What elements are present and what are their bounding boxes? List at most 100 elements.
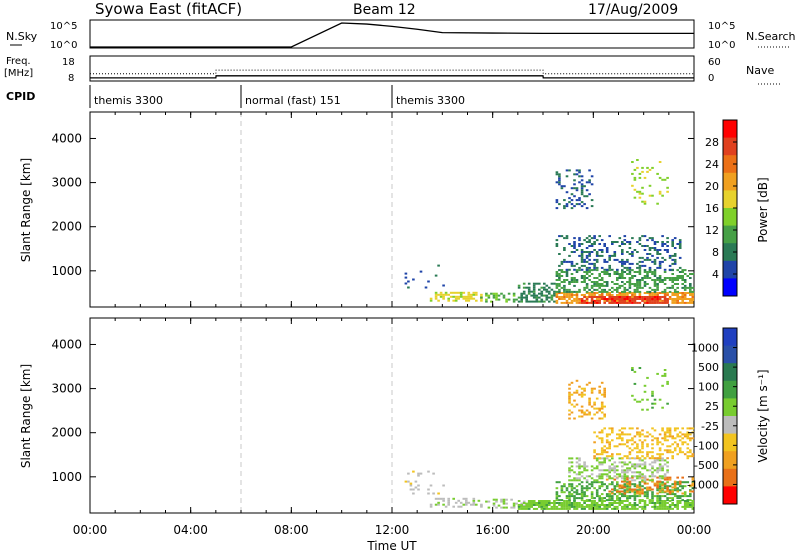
velocity-cell bbox=[668, 507, 672, 510]
velocity-cell bbox=[676, 487, 679, 490]
power-cell bbox=[641, 170, 644, 173]
power-cell bbox=[658, 176, 662, 179]
velocity-cell bbox=[663, 487, 667, 490]
velocity-cell bbox=[631, 457, 634, 460]
velocity-cell bbox=[658, 398, 662, 401]
velocity-cell bbox=[603, 483, 606, 486]
velocity-cell bbox=[663, 475, 667, 478]
power-cell bbox=[603, 299, 606, 302]
velocity-cell bbox=[648, 451, 652, 454]
velocity-cell bbox=[686, 481, 690, 484]
power-cell bbox=[527, 286, 531, 289]
power-cell bbox=[558, 183, 561, 186]
power-cell bbox=[673, 298, 677, 300]
velocity-cell bbox=[558, 481, 561, 484]
velocity-cell bbox=[442, 497, 445, 500]
velocity-cell bbox=[598, 431, 601, 434]
velocity-cell bbox=[633, 491, 637, 494]
power-cell bbox=[555, 201, 559, 204]
velocity-cell bbox=[623, 463, 627, 466]
velocity-cell bbox=[580, 495, 584, 498]
power-cell bbox=[691, 296, 695, 298]
velocity-cell bbox=[683, 502, 687, 504]
velocity-cell bbox=[656, 486, 659, 489]
velocity-cell bbox=[638, 477, 642, 480]
power-cell bbox=[570, 290, 574, 293]
velocity-cell bbox=[575, 493, 579, 496]
power-cell bbox=[583, 299, 586, 302]
power-cell bbox=[618, 284, 622, 287]
velocity-cell bbox=[651, 455, 654, 458]
velocity-cell bbox=[608, 504, 611, 506]
power-cell bbox=[611, 299, 614, 302]
power-cell bbox=[608, 298, 611, 300]
velocity-cell bbox=[631, 443, 634, 446]
velocity-cell bbox=[593, 467, 596, 470]
velocity-cell bbox=[658, 459, 662, 462]
power-cell bbox=[575, 279, 579, 281]
velocity-cell bbox=[663, 369, 667, 371]
velocity-cell bbox=[502, 498, 506, 501]
power-cell bbox=[555, 279, 559, 281]
power-cell bbox=[691, 294, 695, 296]
velocity-cell bbox=[598, 417, 601, 420]
velocity-cell bbox=[568, 409, 571, 412]
power-cell bbox=[560, 301, 564, 304]
power-cell bbox=[580, 299, 584, 302]
power-cell bbox=[593, 258, 596, 261]
power-cell bbox=[570, 296, 574, 298]
power-cell bbox=[638, 260, 642, 263]
velocity-cell bbox=[603, 497, 606, 500]
power-cell bbox=[671, 298, 674, 300]
power-cell bbox=[631, 161, 634, 163]
velocity-cell bbox=[600, 493, 604, 496]
velocity-cell bbox=[638, 457, 642, 460]
power-cell bbox=[593, 281, 596, 283]
velocity-cell bbox=[439, 497, 443, 500]
power-cell bbox=[623, 277, 627, 279]
velocity-cell bbox=[618, 435, 622, 438]
power-cell bbox=[656, 202, 659, 205]
power-cell bbox=[590, 292, 594, 294]
power-cell bbox=[437, 299, 440, 302]
power-cell bbox=[550, 294, 554, 297]
velocity-cell bbox=[641, 398, 644, 401]
velocity-cell bbox=[565, 500, 569, 502]
velocity-cell bbox=[623, 471, 627, 474]
power-cell bbox=[605, 283, 609, 285]
velocity-cell bbox=[563, 483, 566, 486]
power-cell bbox=[631, 172, 634, 175]
velocity-cell bbox=[605, 473, 609, 476]
power-cell bbox=[555, 181, 559, 184]
velocity-cell bbox=[575, 491, 579, 494]
power-cell bbox=[580, 175, 584, 178]
power-cell bbox=[611, 298, 614, 300]
velocity-cell bbox=[666, 461, 669, 464]
velocity-cell bbox=[545, 500, 549, 502]
power-cell bbox=[507, 298, 511, 301]
power-cell bbox=[495, 292, 498, 295]
y-tick-label: 4000 bbox=[51, 337, 82, 351]
velocity-cell bbox=[520, 502, 523, 505]
power-cell bbox=[628, 286, 632, 289]
power-cell bbox=[575, 298, 579, 300]
velocity-cell bbox=[429, 503, 433, 506]
power-cell bbox=[656, 253, 659, 255]
power-cell bbox=[656, 284, 659, 287]
power-cell bbox=[638, 292, 642, 294]
power-cell bbox=[683, 286, 687, 289]
velocity-cell bbox=[588, 483, 591, 486]
power-cell bbox=[532, 292, 536, 295]
power-cell bbox=[573, 241, 576, 243]
velocity-colorbar-frame bbox=[722, 327, 738, 505]
velocity-cell bbox=[638, 492, 642, 495]
velocity-cell bbox=[628, 502, 632, 504]
nsky-series-line bbox=[90, 22, 694, 48]
power-cell bbox=[593, 288, 596, 291]
y-tick-label: 1000 bbox=[51, 264, 82, 278]
velocity-cell bbox=[570, 393, 574, 396]
power-cell bbox=[638, 196, 642, 199]
power-cell bbox=[522, 290, 526, 293]
power-cell bbox=[633, 283, 637, 285]
station-title: Syowa East (fitACF) bbox=[95, 0, 242, 18]
